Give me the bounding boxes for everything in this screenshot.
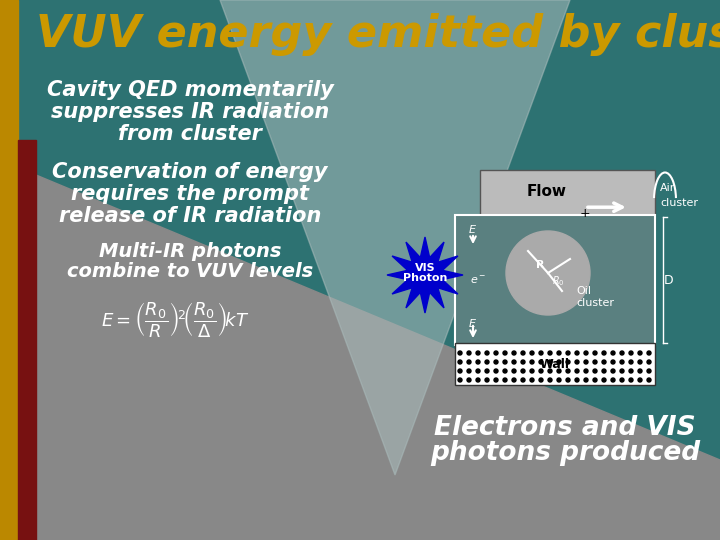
Text: $E$: $E$ xyxy=(469,223,477,235)
Circle shape xyxy=(530,360,534,364)
Polygon shape xyxy=(387,237,463,313)
Text: cluster: cluster xyxy=(660,198,698,208)
Circle shape xyxy=(638,360,642,364)
Circle shape xyxy=(584,378,588,382)
Text: cluster: cluster xyxy=(576,298,614,308)
Circle shape xyxy=(494,360,498,364)
Bar xyxy=(0,0,18,540)
Bar xyxy=(455,343,655,385)
Bar xyxy=(480,170,655,230)
Circle shape xyxy=(476,360,480,364)
Circle shape xyxy=(638,369,642,373)
Circle shape xyxy=(467,360,471,364)
Circle shape xyxy=(629,360,633,364)
Text: Wall: Wall xyxy=(540,357,570,370)
Circle shape xyxy=(467,378,471,382)
Circle shape xyxy=(602,351,606,355)
Circle shape xyxy=(584,351,588,355)
Circle shape xyxy=(629,351,633,355)
Circle shape xyxy=(566,360,570,364)
Text: Cavity QED momentarily: Cavity QED momentarily xyxy=(47,80,333,100)
Circle shape xyxy=(620,378,624,382)
Circle shape xyxy=(530,351,534,355)
Circle shape xyxy=(521,378,525,382)
Circle shape xyxy=(575,351,579,355)
Circle shape xyxy=(476,378,480,382)
Text: $e^-$: $e^-$ xyxy=(469,274,486,286)
Circle shape xyxy=(539,369,543,373)
Bar xyxy=(18,140,36,540)
Circle shape xyxy=(566,378,570,382)
Circle shape xyxy=(539,360,543,364)
Circle shape xyxy=(548,360,552,364)
Circle shape xyxy=(458,351,462,355)
Circle shape xyxy=(485,351,489,355)
Circle shape xyxy=(494,369,498,373)
Circle shape xyxy=(485,378,489,382)
Text: R: R xyxy=(536,260,544,270)
Circle shape xyxy=(458,378,462,382)
Text: $E = \left(\dfrac{R_0}{R}\right)^{\!2}\!\left(\dfrac{R_0}{\Delta}\right)\!kT$: $E = \left(\dfrac{R_0}{R}\right)^{\!2}\!… xyxy=(101,300,249,339)
Circle shape xyxy=(566,369,570,373)
Text: Flow: Flow xyxy=(526,184,567,199)
Circle shape xyxy=(611,369,615,373)
Circle shape xyxy=(575,360,579,364)
Circle shape xyxy=(638,378,642,382)
Circle shape xyxy=(506,231,590,315)
Circle shape xyxy=(458,360,462,364)
Circle shape xyxy=(557,378,561,382)
Circle shape xyxy=(611,378,615,382)
Circle shape xyxy=(521,351,525,355)
Circle shape xyxy=(530,378,534,382)
Text: suppresses IR radiation: suppresses IR radiation xyxy=(51,102,329,122)
Text: D: D xyxy=(664,273,674,287)
Circle shape xyxy=(593,360,597,364)
Circle shape xyxy=(575,378,579,382)
Circle shape xyxy=(647,378,651,382)
Circle shape xyxy=(575,369,579,373)
Text: VUV energy emitted by cluster: VUV energy emitted by cluster xyxy=(36,13,720,56)
Circle shape xyxy=(566,351,570,355)
Circle shape xyxy=(494,378,498,382)
Circle shape xyxy=(503,378,507,382)
Text: +: + xyxy=(580,207,590,220)
Circle shape xyxy=(557,351,561,355)
Circle shape xyxy=(467,351,471,355)
Text: Oil: Oil xyxy=(576,286,591,296)
Circle shape xyxy=(638,351,642,355)
Text: requires the prompt: requires the prompt xyxy=(71,184,309,204)
Circle shape xyxy=(503,351,507,355)
Circle shape xyxy=(647,360,651,364)
Circle shape xyxy=(512,378,516,382)
Circle shape xyxy=(512,351,516,355)
Circle shape xyxy=(620,351,624,355)
Circle shape xyxy=(620,369,624,373)
Circle shape xyxy=(602,369,606,373)
Text: $R_0$: $R_0$ xyxy=(552,274,564,288)
Circle shape xyxy=(485,360,489,364)
Text: photons produced: photons produced xyxy=(430,440,700,466)
Circle shape xyxy=(629,369,633,373)
Circle shape xyxy=(485,369,489,373)
Circle shape xyxy=(602,378,606,382)
Circle shape xyxy=(503,360,507,364)
Text: from cluster: from cluster xyxy=(118,124,262,144)
Text: $E$: $E$ xyxy=(469,317,477,329)
Circle shape xyxy=(548,369,552,373)
Text: release of IR radiation: release of IR radiation xyxy=(59,206,321,226)
Circle shape xyxy=(584,369,588,373)
Text: Air: Air xyxy=(660,183,675,193)
Circle shape xyxy=(611,360,615,364)
Circle shape xyxy=(476,369,480,373)
Circle shape xyxy=(494,351,498,355)
Text: Conservation of energy: Conservation of energy xyxy=(53,162,328,182)
Circle shape xyxy=(512,369,516,373)
Circle shape xyxy=(503,369,507,373)
Circle shape xyxy=(629,378,633,382)
Circle shape xyxy=(512,360,516,364)
Circle shape xyxy=(467,369,471,373)
Circle shape xyxy=(593,378,597,382)
Circle shape xyxy=(557,360,561,364)
Circle shape xyxy=(539,378,543,382)
